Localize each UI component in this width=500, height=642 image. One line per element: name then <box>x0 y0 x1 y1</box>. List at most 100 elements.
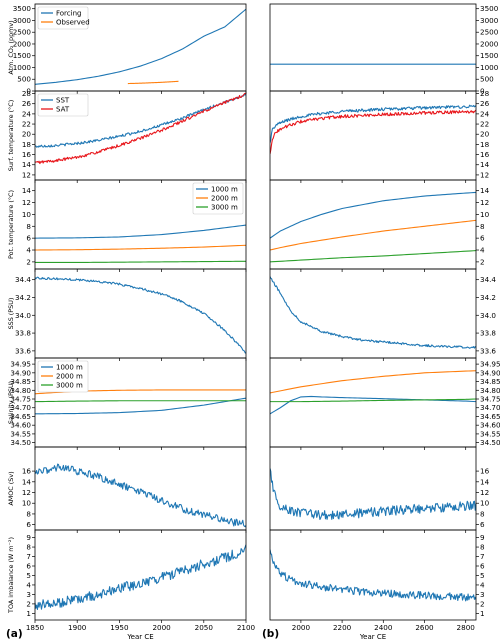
series-line <box>270 191 476 239</box>
y-tick-label: 34.70 <box>480 403 500 412</box>
y-tick-label: 12 <box>480 198 489 207</box>
series-line <box>270 468 476 521</box>
y-tick-label: 3500 <box>13 4 32 13</box>
y-tick-label: 28 <box>22 89 32 98</box>
y-tick-label: 8 <box>480 543 485 552</box>
y-tick-label: 6 <box>480 520 485 529</box>
y-tick-label: 3 <box>480 590 485 599</box>
y-tick-label: 34.65 <box>480 412 500 421</box>
series-line <box>270 109 476 155</box>
x-tick-label: 1950 <box>110 623 129 632</box>
y-tick-label: 1000 <box>480 63 499 72</box>
legend-label: 3000 m <box>56 382 83 390</box>
y-axis-label: TOA imbalance (W m⁻²) <box>7 537 15 614</box>
x-tick-label: 2400 <box>374 623 393 632</box>
chart-b1: 0 500 1000 1500 2000 2500 3000 3500 <box>269 3 499 96</box>
series-line <box>270 549 476 602</box>
x-axis-label: Year CE <box>126 633 153 641</box>
y-tick-label: 24 <box>22 109 32 118</box>
y-tick-label: 14 <box>22 186 32 195</box>
legend-label: 3000 m <box>211 204 238 212</box>
legend-label: SST <box>56 97 70 105</box>
series-line <box>35 260 246 264</box>
series-line <box>35 8 246 85</box>
y-tick-label: 16 <box>480 150 490 159</box>
legend-box <box>37 360 89 393</box>
y-tick-label: 12 <box>22 198 31 207</box>
series-line <box>270 370 476 394</box>
y-tick-label: 16 <box>480 467 490 476</box>
panel-label-a: (a) <box>6 628 23 640</box>
y-tick-label: 34.75 <box>10 395 31 404</box>
x-tick-label: 2100 <box>237 623 256 632</box>
series-line <box>270 250 476 263</box>
legend-box <box>192 182 244 215</box>
y-tick-label: 34.85 <box>10 377 31 386</box>
y-tick-label: 14 <box>480 477 490 486</box>
y-tick-label: 500 <box>17 75 31 84</box>
y-tick-label: 33.8 <box>15 329 31 338</box>
y-tick-label: 2500 <box>480 28 499 37</box>
y-tick-label: 33.6 <box>15 346 31 355</box>
y-tick-label: 20 <box>22 130 32 139</box>
legend-label: 1000 m <box>56 364 83 372</box>
x-tick-label: 2000 <box>152 623 171 632</box>
y-tick-label: 1 <box>480 609 485 618</box>
series-line <box>270 104 476 144</box>
y-tick-label: 34.60 <box>10 421 31 430</box>
y-tick-label: 34.65 <box>10 412 31 421</box>
series-line <box>35 400 246 403</box>
y-tick-label: 2000 <box>480 39 499 48</box>
y-axis-label: Salinity (PSU) <box>7 381 15 424</box>
y-tick-label: 6 <box>26 234 31 243</box>
y-axis-label: SSS (PSU) <box>7 298 15 330</box>
y-tick-label: 34.80 <box>480 386 500 395</box>
y-tick-label: 33.6 <box>480 346 496 355</box>
y-tick-label: 6 <box>26 520 31 529</box>
legend-label: Forcing <box>56 10 81 18</box>
y-tick-label: 4 <box>26 246 31 255</box>
y-tick-label: 26 <box>480 99 490 108</box>
y-tick-label: 14 <box>480 160 490 169</box>
chart-a3: 2 4 6 8 10 12 14 Pot. temperature (°C) 1000 m200… <box>7 179 247 272</box>
y-tick-label: 18 <box>22 140 32 149</box>
y-axis-label: Atm. CO₂ (ppmv) <box>7 20 15 74</box>
x-tick-label: 1850 <box>26 623 45 632</box>
y-tick-label: 20 <box>480 130 490 139</box>
y-tick-label: 5 <box>26 571 31 580</box>
y-tick-label: 34.95 <box>10 360 31 369</box>
y-tick-label: 22 <box>22 120 31 129</box>
y-tick-label: 14 <box>22 160 32 169</box>
legend-label: SAT <box>56 106 70 114</box>
y-tick-label: 6 <box>26 562 31 571</box>
y-tick-label: 2 <box>480 257 485 266</box>
y-tick-label: 14 <box>480 186 490 195</box>
y-tick-label: 8 <box>26 222 31 231</box>
y-tick-label: 16 <box>22 150 32 159</box>
axes-frame <box>34 529 247 621</box>
y-tick-label: 10 <box>480 210 490 219</box>
y-tick-label: 33.8 <box>480 329 496 338</box>
y-tick-label: 4 <box>480 246 485 255</box>
y-tick-label: 34.0 <box>15 311 31 320</box>
series-line <box>270 398 476 403</box>
series-line <box>35 92 246 165</box>
y-tick-label: 26 <box>22 99 32 108</box>
y-tick-label: 6 <box>480 234 485 243</box>
y-tick-label: 2000 <box>13 39 32 48</box>
y-tick-label: 1500 <box>480 51 499 60</box>
legend-label: 2000 m <box>211 195 238 203</box>
axes-frame <box>269 529 477 621</box>
y-tick-label: 2 <box>480 599 485 608</box>
y-tick-label: 28 <box>480 89 490 98</box>
y-tick-label: 34.85 <box>480 377 500 386</box>
y-tick-label: 24 <box>480 109 490 118</box>
series-line <box>35 276 246 354</box>
y-tick-label: 34.55 <box>480 429 500 438</box>
